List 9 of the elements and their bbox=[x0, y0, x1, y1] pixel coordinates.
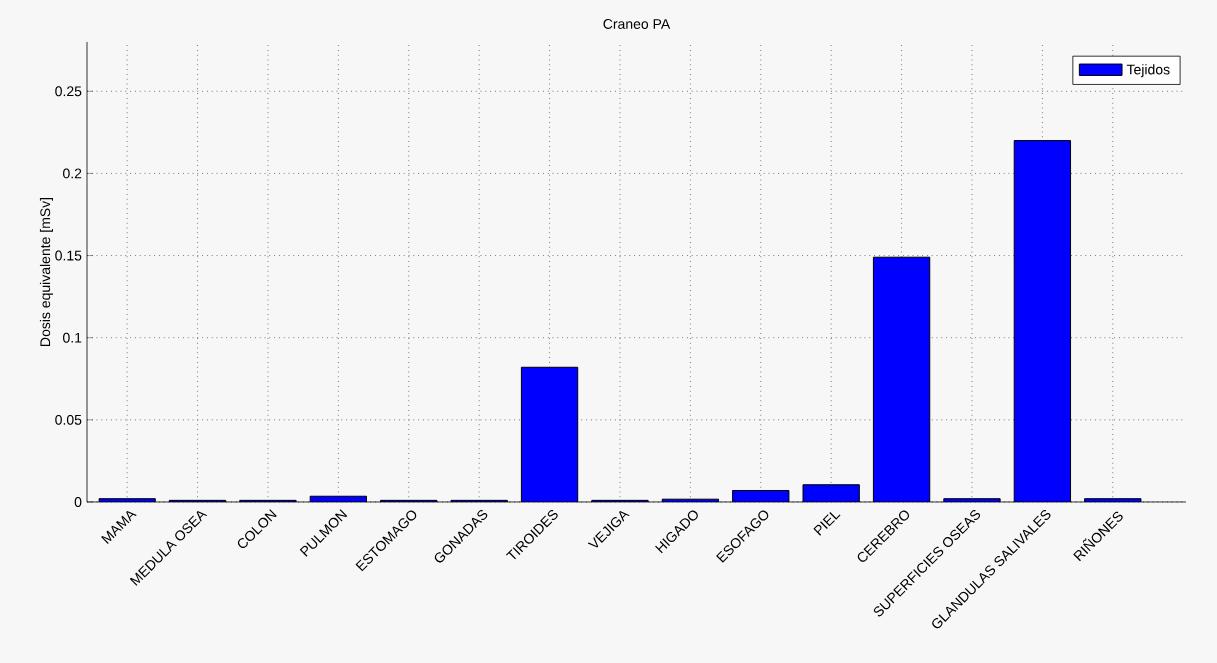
y-tick-label: 0.1 bbox=[63, 332, 82, 343]
y-tick-label: 0.05 bbox=[55, 414, 82, 425]
y-axis-title: Dosis equivalente [mSv] bbox=[39, 197, 53, 346]
y-tick-label: 0.2 bbox=[63, 168, 82, 179]
y-tick-label: 0.15 bbox=[55, 250, 82, 261]
legend-label: Tejidos bbox=[1126, 64, 1170, 78]
y-tick-label: 0.25 bbox=[55, 86, 82, 97]
chart-title: Craneo PA bbox=[603, 19, 671, 29]
y-tick-label: 0 bbox=[74, 497, 82, 507]
